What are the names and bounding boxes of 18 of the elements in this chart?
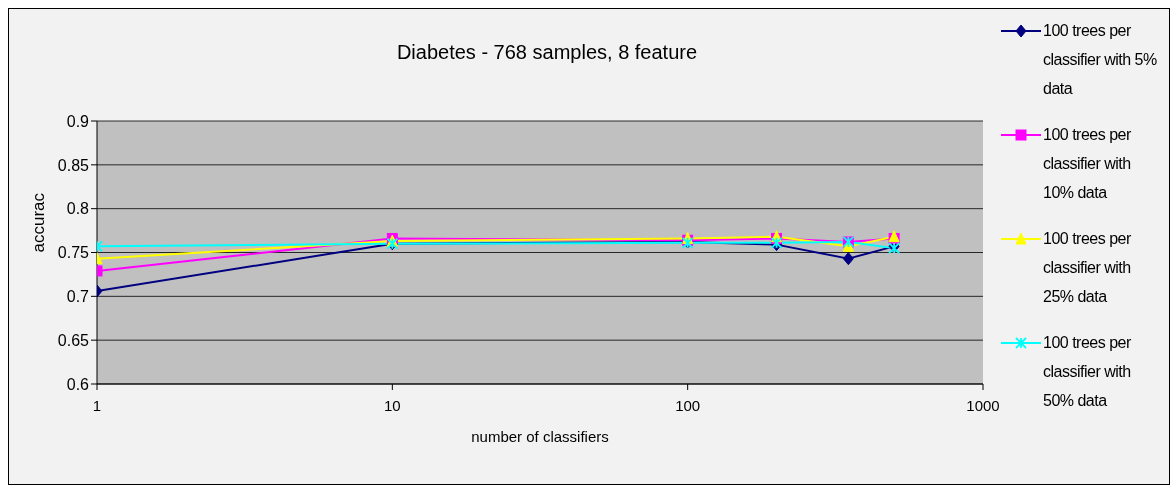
legend-label: 100 trees per classifier with 5% data (1043, 21, 1158, 99)
y-tick-label: 0.7 (66, 288, 90, 306)
y-tick-label: 0.65 (57, 331, 90, 349)
legend-label: 100 trees per classifier with 10% data (1043, 125, 1132, 203)
chart-title: Diabetes - 768 samples, 8 feature (396, 41, 698, 63)
x-tick-label: 100 (675, 396, 701, 414)
y-tick-label: 0.9 (66, 112, 90, 130)
y-tick-label: 0.75 (57, 244, 90, 262)
legend-label: 100 trees per classifier with 25% data (1043, 229, 1132, 307)
x-tick-label: 10 (383, 396, 401, 414)
x-tick-label: 1000 (966, 396, 1000, 414)
x-tick-label: 1 (92, 396, 102, 414)
legend-label: 100 trees per classifier with 50% data (1043, 333, 1132, 411)
y-tick-label: 0.85 (57, 156, 90, 174)
y-tick-label: 0.6 (66, 375, 90, 393)
y-tick-label: 0.8 (66, 200, 90, 218)
x-axis-title: number of classifiers (471, 428, 609, 445)
y-axis-title: accurac (29, 192, 49, 253)
